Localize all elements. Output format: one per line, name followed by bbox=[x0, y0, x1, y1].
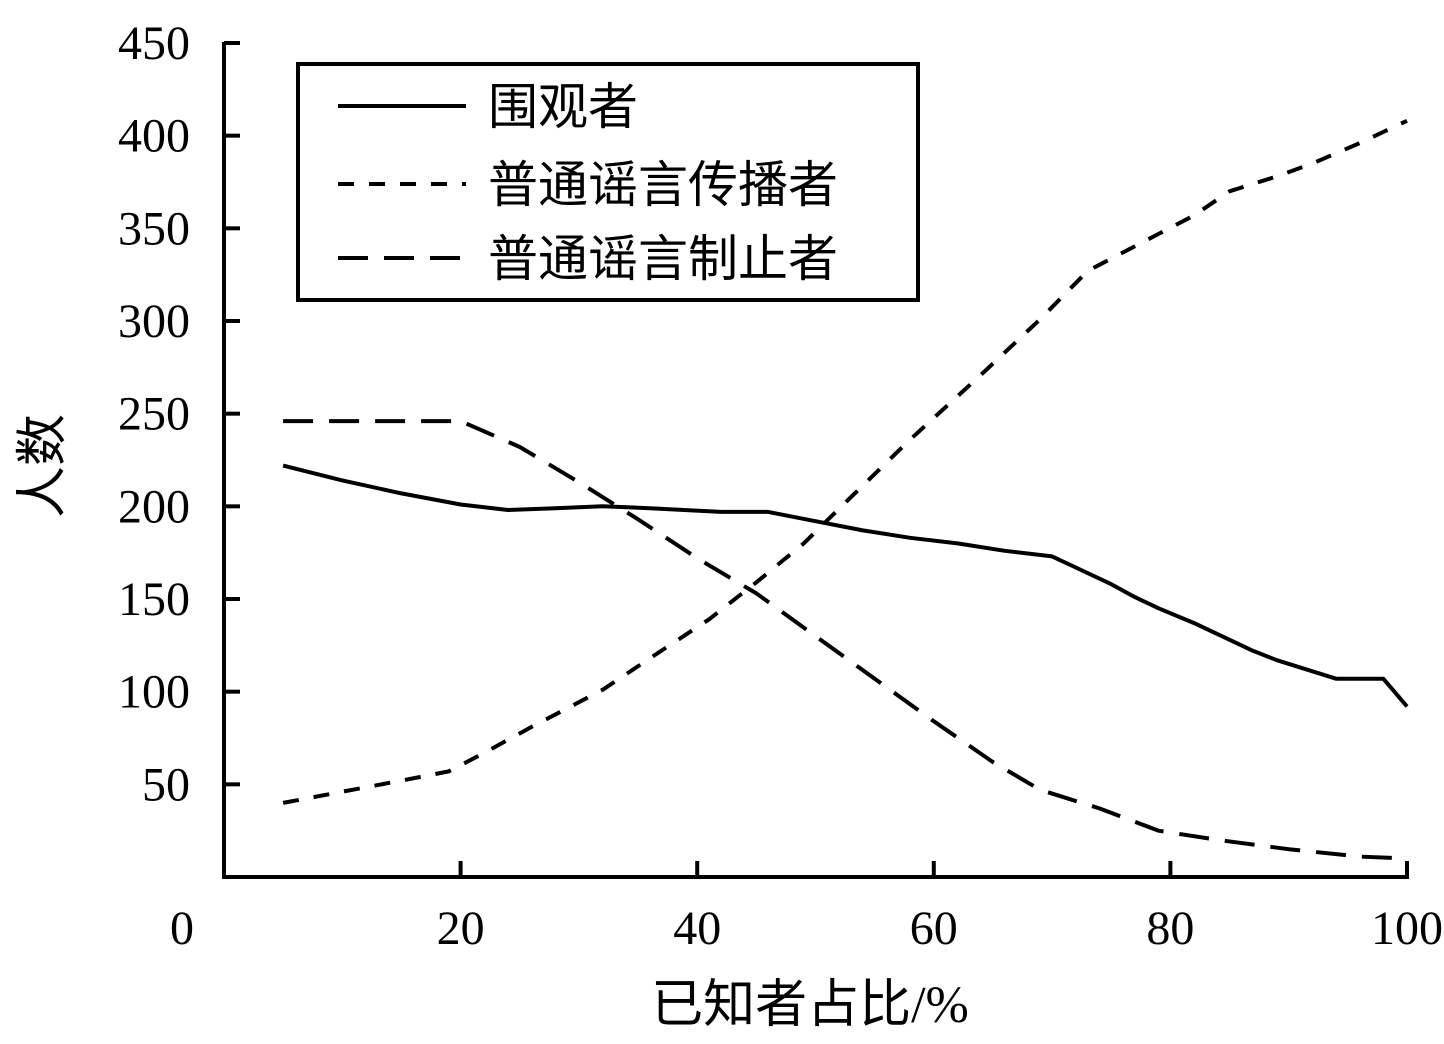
y-tick-label: 50 bbox=[142, 758, 190, 811]
series-line-bystander bbox=[282, 463, 1409, 708]
x-tick-label: 20 bbox=[437, 902, 485, 955]
axes bbox=[222, 42, 1409, 879]
x-tick-label: 80 bbox=[1146, 902, 1194, 955]
y-tick-label: 250 bbox=[118, 388, 190, 441]
x-tick-label: 60 bbox=[910, 902, 958, 955]
series-line-rumor-spreader bbox=[282, 118, 1408, 805]
ticks bbox=[224, 41, 1409, 877]
y-axis-title: 人数 bbox=[15, 414, 72, 518]
tick-labels: 50 100 150 200 250 300 350 400 450 0 20 40 60 80 100 bbox=[118, 17, 1443, 955]
x-tick-label: 100 bbox=[1371, 902, 1443, 955]
y-tick-label: 450 bbox=[118, 17, 190, 70]
y-tick-label: 100 bbox=[118, 666, 190, 719]
x-tick-label: 40 bbox=[673, 902, 721, 955]
x-tick-label: 0 bbox=[170, 902, 194, 955]
y-tick-label: 200 bbox=[118, 480, 190, 533]
legend-label-rumor-stopper: 普通谣言制止者 bbox=[488, 231, 838, 287]
y-tick-label: 150 bbox=[118, 573, 190, 626]
series-line-rumor-stopper bbox=[283, 419, 1408, 861]
legend-label-bystander: 围观者 bbox=[488, 79, 638, 135]
y-tick-label: 400 bbox=[118, 110, 190, 163]
y-tick-label: 350 bbox=[118, 202, 190, 255]
legend-label-rumor-spreader: 普通谣言传播者 bbox=[488, 157, 838, 213]
legend: 围观者 普通谣言传播者 普通谣言制止者 bbox=[296, 62, 920, 302]
y-tick-label: 300 bbox=[118, 295, 190, 348]
x-axis-title: 已知者占比/% bbox=[651, 977, 969, 1034]
series-lines bbox=[282, 118, 1409, 861]
